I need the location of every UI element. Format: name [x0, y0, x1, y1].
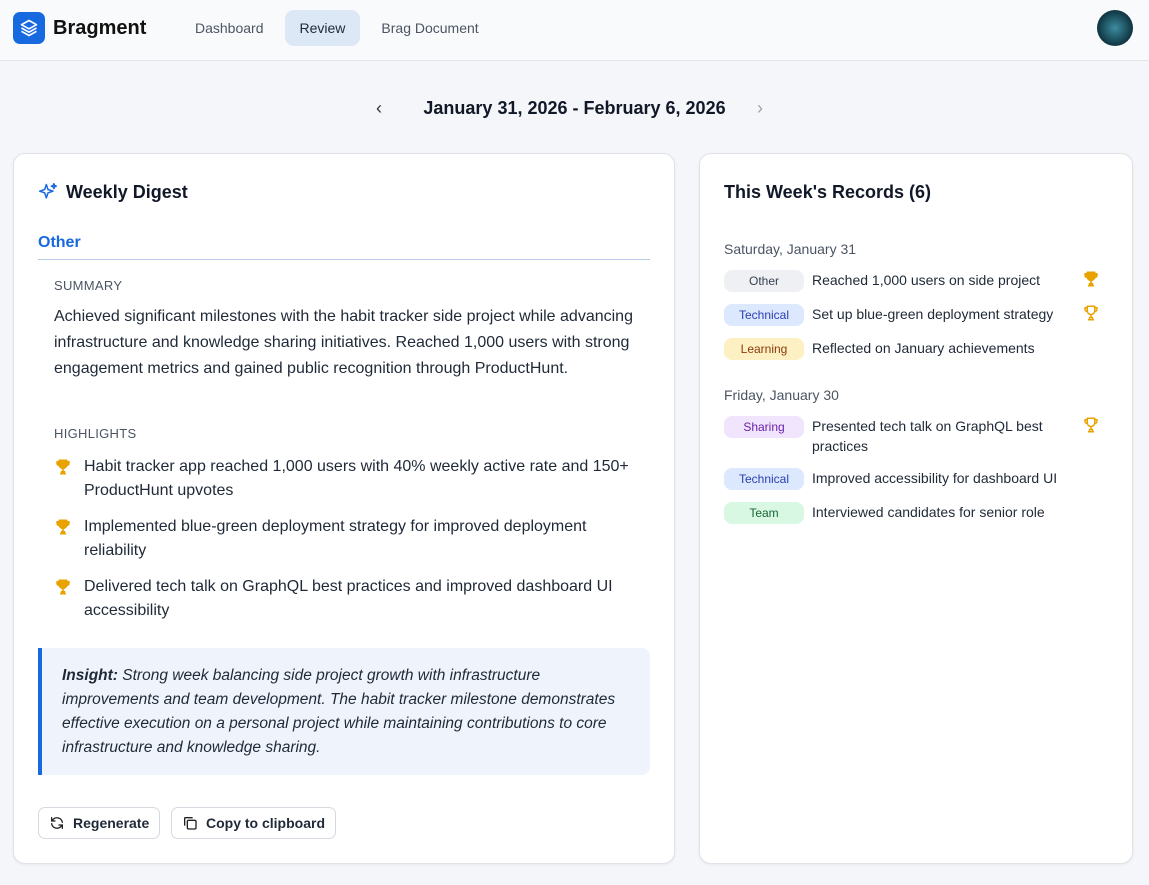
record-text: Reached 1,000 users on side project: [812, 272, 1041, 288]
record-text: Set up blue-green deployment strategy: [812, 306, 1054, 322]
app-name: Bragment: [53, 17, 147, 39]
next-week-chevron-icon[interactable]: ›: [757, 98, 763, 118]
trophy-icon[interactable]: [1082, 416, 1100, 439]
category-tag: Technical: [724, 304, 804, 326]
insight-box: Insight: Strong week balancing side proj…: [38, 648, 650, 775]
category-tag: Technical: [724, 468, 804, 490]
record-item[interactable]: Sharing Presented tech talk on GraphQL b…: [724, 416, 1114, 456]
weekly-digest-card: Weekly Digest Other SUMMARY Achieved sig…: [13, 153, 675, 864]
record-text: Presented tech talk on GraphQL best prac…: [812, 418, 1043, 454]
date-range: January 31, 2026 - February 6, 2026: [423, 98, 726, 118]
category-tag: Learning: [724, 338, 804, 360]
record-text: Improved accessibility for dashboard UI: [812, 470, 1058, 486]
nav-dashboard[interactable]: Dashboard: [195, 20, 264, 36]
refresh-icon: [51, 817, 63, 829]
records-title: This Week's Records (6): [724, 182, 932, 202]
nav-brag-document[interactable]: Brag Document: [381, 20, 479, 36]
sparkles-icon: [38, 182, 58, 199]
copy-to-clipboard-button[interactable]: Copy to clipboard: [171, 807, 336, 839]
summary-label: SUMMARY: [54, 278, 123, 293]
regenerate-button[interactable]: Regenerate: [38, 807, 161, 839]
insight-label: Insight:: [62, 667, 118, 684]
copy-icon: [184, 817, 197, 830]
record-item[interactable]: Learning Reflected on January achievemen…: [724, 338, 1114, 360]
category-heading: Other: [38, 234, 650, 260]
category-tag: Sharing: [724, 416, 804, 438]
highlight-item: Habit tracker app reached 1,000 users wi…: [54, 455, 650, 503]
highlight-item: Implemented blue-green deployment strate…: [54, 515, 650, 563]
trophy-icon: [54, 575, 72, 623]
record-text: Interviewed candidates for senior role: [812, 504, 1045, 520]
previous-week-chevron-icon[interactable]: ‹: [376, 98, 382, 118]
day-heading: Saturday, January 31: [724, 241, 857, 257]
insight-text: Strong week balancing side project growt…: [62, 667, 616, 756]
digest-title: Weekly Digest: [66, 182, 188, 202]
record-item[interactable]: Technical Set up blue-green deployment s…: [724, 304, 1114, 326]
category-tag: Team: [724, 502, 804, 524]
highlight-item: Delivered tech talk on GraphQL best prac…: [54, 575, 650, 623]
trophy-icon: [54, 455, 72, 503]
highlights-label: HIGHLIGHTS: [54, 426, 137, 441]
top-nav: Bragment Dashboard Review Brag Document: [0, 0, 1149, 61]
day-heading: Friday, January 30: [724, 387, 839, 403]
records-card: This Week's Records (6) Saturday, Januar…: [699, 153, 1133, 864]
layers-logo-icon[interactable]: [13, 12, 45, 44]
trophy-icon[interactable]: [1082, 270, 1100, 293]
record-item[interactable]: Other Reached 1,000 users on side projec…: [724, 270, 1114, 292]
record-item[interactable]: Team Interviewed candidates for senior r…: [724, 502, 1114, 524]
record-item[interactable]: Technical Improved accessibility for das…: [724, 468, 1114, 490]
trophy-icon[interactable]: [1082, 304, 1100, 327]
category-tag: Other: [724, 270, 804, 292]
trophy-icon: [54, 515, 72, 563]
avatar[interactable]: [1097, 10, 1133, 46]
summary-text: Achieved significant milestones with the…: [54, 308, 633, 377]
record-text: Reflected on January achievements: [812, 340, 1035, 356]
nav-review[interactable]: Review: [284, 10, 361, 46]
